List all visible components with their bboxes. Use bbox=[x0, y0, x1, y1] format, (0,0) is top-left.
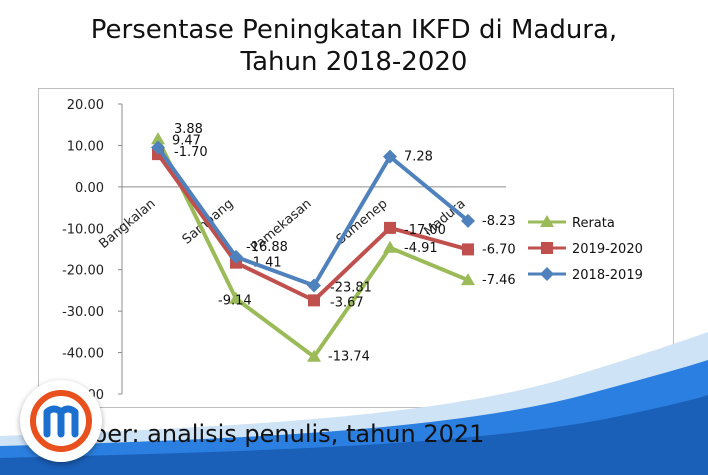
data-label: -23.81 bbox=[330, 280, 372, 295]
data-point bbox=[540, 267, 554, 281]
data-point bbox=[462, 243, 474, 256]
data-label: -1.41 bbox=[248, 256, 282, 271]
y-tick-label: 20.00 bbox=[67, 98, 104, 113]
data-point bbox=[384, 221, 396, 234]
data-label: -8.23 bbox=[482, 214, 516, 229]
brand-logo bbox=[20, 380, 102, 462]
y-tick-label: 10.00 bbox=[67, 139, 104, 154]
y-tick-label: -20.00 bbox=[62, 264, 104, 279]
data-label: -9.14 bbox=[218, 294, 252, 309]
data-point bbox=[383, 149, 397, 164]
title-line-1: Persentase Peningkatan IKFD di Madura, bbox=[90, 15, 618, 45]
data-point bbox=[461, 273, 475, 286]
data-point bbox=[541, 242, 553, 254]
data-label: 9.47 bbox=[172, 134, 201, 149]
source-caption: ber: analisis penulis, tahun 2021 bbox=[92, 420, 485, 448]
title-line-2: Tahun 2018-2020 bbox=[240, 47, 468, 77]
legend-label: 2018-2019 bbox=[572, 268, 643, 283]
data-point bbox=[151, 132, 165, 145]
y-tick-label: 0.00 bbox=[75, 181, 104, 196]
data-label: -1.70 bbox=[174, 145, 208, 160]
data-label: -13.74 bbox=[328, 350, 370, 365]
chart-title: Persentase Peningkatan IKFD di Madura, T… bbox=[0, 14, 708, 78]
y-tick-label: -10.00 bbox=[62, 222, 104, 237]
data-point bbox=[229, 249, 243, 264]
data-label: 7.28 bbox=[404, 150, 433, 165]
data-point bbox=[307, 349, 321, 362]
y-tick-label: -30.00 bbox=[62, 305, 104, 320]
data-label: -7.46 bbox=[482, 273, 516, 288]
data-point bbox=[151, 140, 165, 155]
data-label: -17.00 bbox=[404, 223, 446, 238]
data-label: -3.67 bbox=[330, 295, 364, 310]
legend-label: Rerata bbox=[572, 216, 615, 231]
data-label: 3.88 bbox=[174, 122, 203, 137]
data-label: -6.70 bbox=[482, 242, 516, 257]
data-label: -16.88 bbox=[246, 240, 288, 255]
data-point bbox=[383, 240, 397, 253]
data-point bbox=[461, 213, 475, 228]
data-label: -4.91 bbox=[404, 241, 438, 256]
wave-dark bbox=[0, 395, 708, 475]
plot-area bbox=[38, 88, 674, 408]
data-point bbox=[229, 291, 243, 304]
data-point bbox=[307, 278, 321, 293]
legend-label: 2019-2020 bbox=[572, 242, 643, 257]
data-point bbox=[308, 294, 320, 307]
data-point bbox=[540, 215, 554, 227]
y-tick-label: -40.00 bbox=[62, 347, 104, 362]
brand-m-logo-icon bbox=[30, 390, 92, 452]
